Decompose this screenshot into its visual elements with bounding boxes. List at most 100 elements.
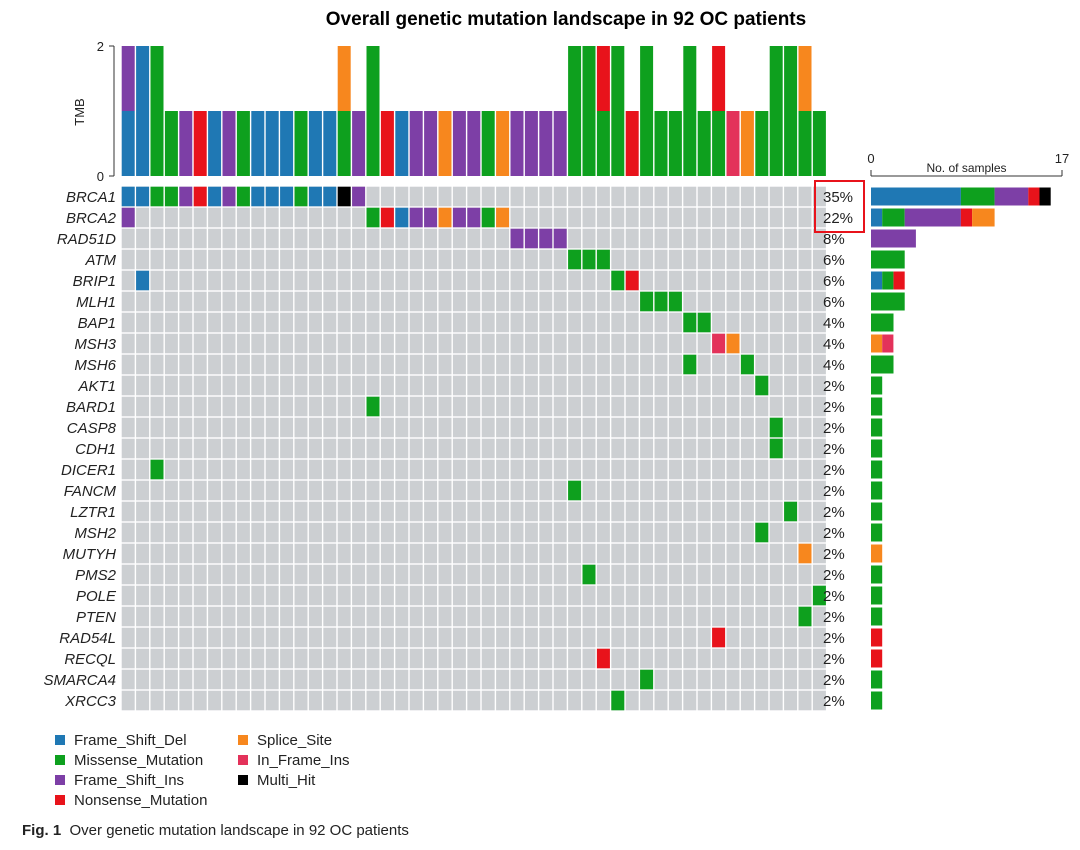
matrix-cell-empty <box>611 228 625 249</box>
gene-label-recql: RECQL <box>64 651 116 668</box>
matrix-cell-empty <box>726 249 740 270</box>
matrix-cell-empty <box>222 585 236 606</box>
matrix-cell-empty <box>337 270 351 291</box>
gene-label-lztr1: LZTR1 <box>70 504 116 521</box>
matrix-cell-empty <box>280 207 294 228</box>
tmb-bar-missense-mutation <box>611 46 625 111</box>
sample-bar-nonsense-mutation <box>871 628 883 647</box>
matrix-cell-empty <box>812 312 826 333</box>
matrix-cell-empty <box>395 417 409 438</box>
gene-label-mutyh: MUTYH <box>63 546 116 563</box>
matrix-cell-empty <box>524 291 538 312</box>
matrix-cell-empty <box>481 312 495 333</box>
matrix-cell-empty <box>640 690 654 711</box>
matrix-cell-empty <box>164 606 178 627</box>
matrix-cell-empty <box>740 375 754 396</box>
matrix-cell-empty <box>380 186 394 207</box>
matrix-cell-empty <box>352 648 366 669</box>
matrix-cell-empty <box>222 375 236 396</box>
matrix-cell-empty <box>568 354 582 375</box>
matrix-cell-empty <box>640 228 654 249</box>
matrix-cell-empty <box>740 417 754 438</box>
matrix-cell-missense-mutation <box>366 396 380 417</box>
matrix-cell-empty <box>668 606 682 627</box>
matrix-cell-empty <box>280 228 294 249</box>
matrix-cell-empty <box>438 270 452 291</box>
matrix-cell-empty <box>294 354 308 375</box>
matrix-cell-empty <box>625 690 639 711</box>
matrix-cell-empty <box>798 627 812 648</box>
matrix-cell-empty <box>424 480 438 501</box>
matrix-cell-empty <box>582 543 596 564</box>
matrix-cell-empty <box>625 396 639 417</box>
matrix-cell-empty <box>193 207 207 228</box>
matrix-cell-empty <box>409 186 423 207</box>
matrix-cell-empty <box>668 438 682 459</box>
matrix-cell-splice-site <box>726 333 740 354</box>
tmb-bar-missense-mutation <box>784 46 798 111</box>
matrix-cell-empty <box>452 564 466 585</box>
sample-bar-missense-mutation <box>871 523 883 542</box>
legend-swatch-missense-mutation <box>55 755 65 765</box>
matrix-cell-empty <box>208 606 222 627</box>
matrix-cell-empty <box>222 354 236 375</box>
matrix-cell-empty <box>596 690 610 711</box>
matrix-cell-empty <box>179 522 193 543</box>
matrix-cell-empty <box>812 522 826 543</box>
matrix-cell-empty <box>668 648 682 669</box>
matrix-cell-empty <box>424 312 438 333</box>
matrix-cell-empty <box>784 417 798 438</box>
tmb-bar-frame-shift-ins <box>510 111 524 176</box>
sample-bar-frame-shift-ins <box>904 208 961 227</box>
matrix-cell-empty <box>625 627 639 648</box>
matrix-cell-empty <box>409 543 423 564</box>
matrix-cell-empty <box>539 417 553 438</box>
matrix-cell-missense-mutation <box>668 291 682 312</box>
matrix-cell-empty <box>366 417 380 438</box>
matrix-cell-empty <box>438 438 452 459</box>
matrix-cell-empty <box>193 543 207 564</box>
matrix-cell-empty <box>395 228 409 249</box>
gene-label-bard1: BARD1 <box>66 399 116 416</box>
matrix-cell-empty <box>524 669 538 690</box>
matrix-cell-empty <box>568 669 582 690</box>
matrix-cell-empty <box>798 396 812 417</box>
matrix-cell-empty <box>179 333 193 354</box>
matrix-cell-empty <box>352 354 366 375</box>
matrix-cell-empty <box>784 291 798 312</box>
matrix-cell-empty <box>812 543 826 564</box>
matrix-cell-empty <box>380 312 394 333</box>
matrix-cell-empty <box>294 438 308 459</box>
matrix-cell-empty <box>467 522 481 543</box>
matrix-cell-empty <box>740 438 754 459</box>
matrix-cell-empty <box>539 249 553 270</box>
matrix-cell-empty <box>496 228 510 249</box>
matrix-cell-empty <box>150 291 164 312</box>
matrix-cell-empty <box>812 228 826 249</box>
gene-label-bap1: BAP1 <box>78 315 116 332</box>
matrix-cell-empty <box>553 522 567 543</box>
matrix-cell-empty <box>654 438 668 459</box>
matrix-cell-empty <box>481 291 495 312</box>
matrix-cell-frame-shift-del <box>308 186 322 207</box>
matrix-cell-empty <box>481 669 495 690</box>
matrix-cell-empty <box>179 480 193 501</box>
matrix-cell-empty <box>812 270 826 291</box>
matrix-cell-empty <box>424 669 438 690</box>
matrix-cell-empty <box>510 312 524 333</box>
matrix-cell-empty <box>481 627 495 648</box>
matrix-cell-empty <box>726 291 740 312</box>
matrix-cell-empty <box>755 417 769 438</box>
matrix-cell-empty <box>193 480 207 501</box>
matrix-cell-empty <box>524 522 538 543</box>
matrix-cell-empty <box>510 522 524 543</box>
percentage-label: 2% <box>823 546 845 563</box>
matrix-cell-empty <box>164 291 178 312</box>
matrix-cell-empty <box>452 690 466 711</box>
matrix-cell-empty <box>510 648 524 669</box>
tmb-bar-splice-site <box>740 111 754 176</box>
matrix-cell-empty <box>136 522 150 543</box>
matrix-cell-empty <box>582 501 596 522</box>
matrix-cell-empty <box>510 480 524 501</box>
matrix-cell-empty <box>726 669 740 690</box>
